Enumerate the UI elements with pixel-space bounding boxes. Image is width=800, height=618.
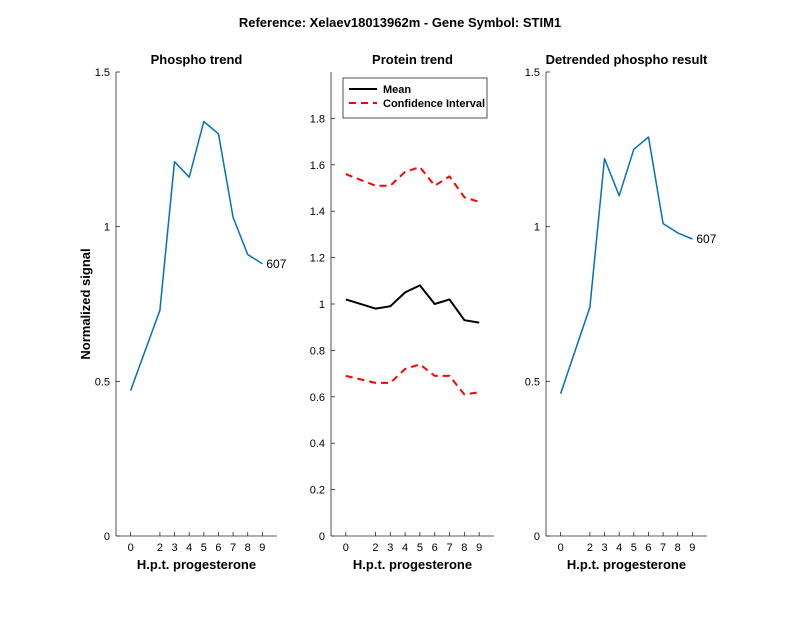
legend-box (342, 77, 488, 119)
y-tick-label: 0 (319, 531, 325, 543)
y-axis-label: Normalized signal (78, 248, 93, 359)
legend-label: Confidence Interval (383, 98, 485, 110)
y-tick-label: 1.6 (310, 160, 325, 172)
y-tick-label: 1 (534, 222, 540, 234)
x-axis-label: H.p.t. progesterone (137, 557, 256, 572)
x-axis-label: H.p.t. progesterone (567, 557, 686, 572)
y-tick-label: 0.5 (95, 376, 110, 388)
x-tick-label: 6 (215, 542, 221, 554)
y-tick-label: 0.2 (310, 485, 325, 497)
x-tick-label: 6 (432, 542, 438, 554)
series-end-label: 607 (266, 257, 286, 271)
y-tick-label: 0.5 (525, 376, 540, 388)
x-tick-label: 3 (601, 542, 607, 554)
x-tick-label: 0 (128, 542, 134, 554)
x-tick-label: 2 (587, 542, 593, 554)
x-tick-label: 7 (660, 542, 666, 554)
figure-suptitle: Reference: Xelaev18013962m - Gene Symbol… (239, 15, 561, 30)
y-tick-label: 1 (104, 222, 110, 234)
x-tick-label: 5 (201, 542, 207, 554)
x-tick-label: 0 (558, 542, 564, 554)
x-tick-label: 2 (157, 542, 163, 554)
y-tick-label: 1 (319, 299, 325, 311)
x-axis-label: H.p.t. progesterone (353, 557, 472, 572)
chart-panel-2: 0 0.2 0.4 0.6 0.8 1 1.2 1.4 1.6 1.8 0 2 3 4 5 6 7 8 9 Prote… (310, 52, 494, 572)
x-tick-label: 4 (616, 542, 622, 554)
y-tick-label: 1.5 (95, 67, 110, 79)
y-tick-label: 0 (534, 531, 540, 543)
series-line-1 (559, 136, 693, 394)
x-tick-label: 5 (417, 542, 423, 554)
series-line-2 (345, 166, 480, 203)
y-tick-label: 1.5 (525, 67, 540, 79)
chart-title: Detrended phospho result (546, 52, 708, 67)
chart-panel-1: 0 0.5 1 1.5 0 2 3 4 5 6 7 8 9 Phospho trend H.p.t. pro… (78, 52, 287, 572)
y-tick-label: 0 (104, 531, 110, 543)
y-tick-label: 0.8 (310, 345, 325, 357)
x-tick-label: 3 (171, 542, 177, 554)
x-tick-label: 8 (675, 542, 681, 554)
y-tick-label: 1.8 (310, 113, 325, 125)
x-tick-label: 7 (446, 542, 452, 554)
x-tick-label: 2 (372, 542, 378, 554)
x-tick-label: 5 (631, 542, 637, 554)
series-end-label: 607 (696, 232, 716, 246)
series-line-1 (345, 284, 480, 324)
x-tick-label: 7 (230, 542, 236, 554)
x-tick-label: 9 (476, 542, 482, 554)
x-tick-label: 8 (461, 542, 467, 554)
y-tick-label: 0.6 (310, 392, 325, 404)
x-tick-label: 4 (186, 542, 192, 554)
y-tick-label: 0.4 (310, 438, 325, 450)
legend-label: Mean (383, 84, 411, 96)
x-tick-label: 0 (343, 542, 349, 554)
chart-panel-3: 0 0.5 1 1.5 0 2 3 4 5 6 7 8 9 Detrended phospho resul… (525, 52, 717, 572)
x-tick-label: 6 (645, 542, 651, 554)
series-line-1 (129, 120, 263, 391)
y-tick-label: 1.4 (310, 206, 325, 218)
series-line-3 (345, 363, 480, 396)
chart-title: Phospho trend (151, 52, 243, 67)
x-tick-label: 3 (387, 542, 393, 554)
x-tick-label: 9 (689, 542, 695, 554)
x-tick-label: 4 (402, 542, 408, 554)
x-tick-label: 9 (259, 542, 265, 554)
x-tick-label: 8 (245, 542, 251, 554)
y-tick-label: 1.2 (310, 253, 325, 265)
chart-title: Protein trend (372, 52, 453, 67)
